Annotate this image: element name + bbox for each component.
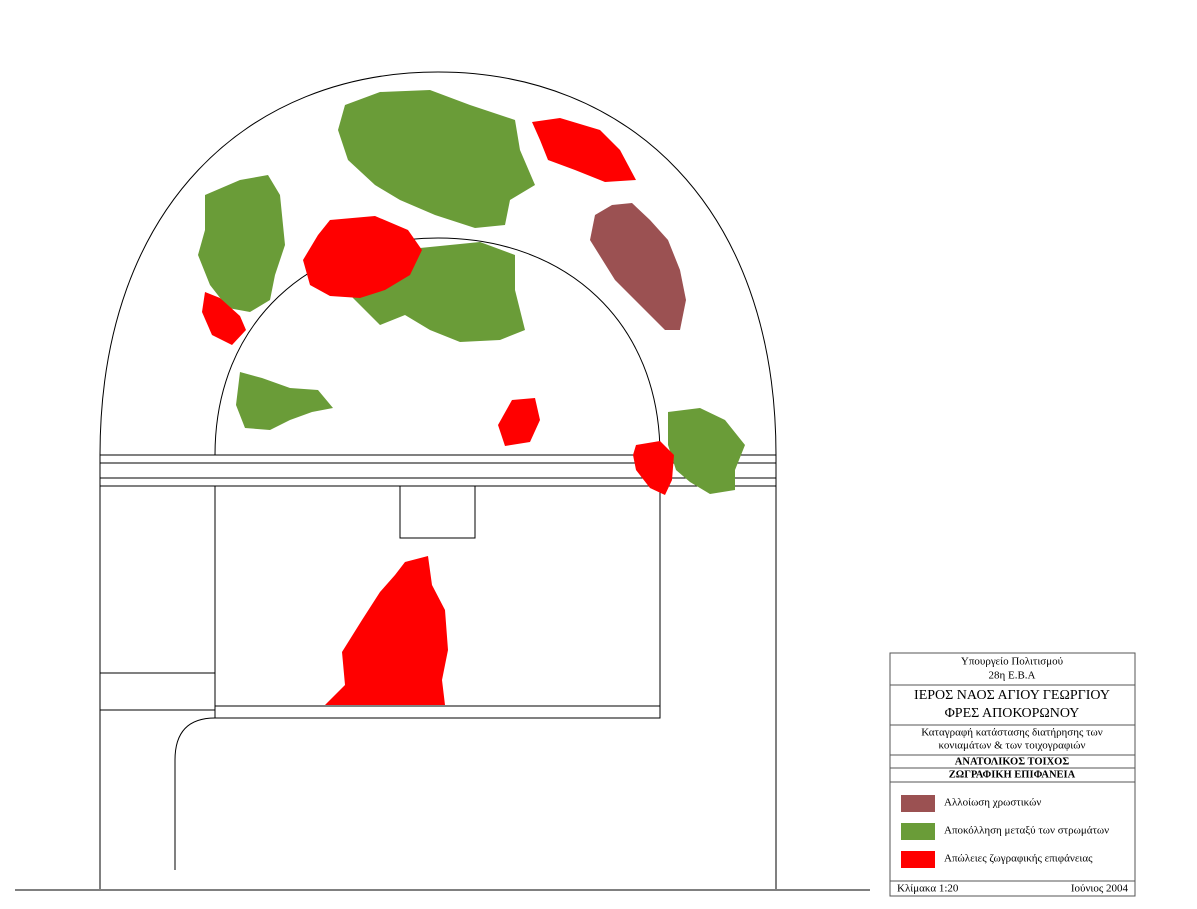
office: 28η Ε.Β.Α bbox=[988, 670, 1035, 682]
detachment-area bbox=[236, 372, 333, 430]
legend-label: Αλλοίωση χρωστικών bbox=[944, 797, 1041, 809]
loss-area bbox=[202, 292, 246, 345]
loss-area bbox=[633, 441, 674, 495]
legend-label: Απώλειες ζωγραφικής επιφάνειας bbox=[944, 853, 1093, 865]
loss-area bbox=[498, 398, 540, 446]
ministry: Υπουργείο Πολιτισμού bbox=[961, 656, 1064, 668]
title-block-frame bbox=[889, 652, 1136, 897]
title-block: Υπουργείο Πολιτισμού 28η Ε.Β.Α ΙΕΡΟΣ ΝΑΟ… bbox=[889, 652, 1136, 897]
outer-arch bbox=[99, 71, 777, 456]
loss-area bbox=[303, 216, 422, 298]
legend-swatch bbox=[901, 823, 935, 840]
legend-label: Αποκόλληση μεταξύ των στρωμάτων bbox=[944, 825, 1109, 837]
inner-arch bbox=[214, 237, 661, 456]
lower-arch bbox=[174, 717, 216, 870]
subject: Καταγραφή κατάστασης διατήρησης των bbox=[921, 727, 1103, 739]
wall-drawing bbox=[15, 71, 870, 891]
detachment-area bbox=[338, 90, 535, 228]
legend-swatch bbox=[901, 795, 935, 812]
detachment-area bbox=[198, 175, 285, 312]
date: Ιούνιος 2004 bbox=[1071, 883, 1129, 895]
subject: κονιαμάτων & των τοιχογραφιών bbox=[939, 740, 1086, 752]
pigment-alteration-area bbox=[590, 203, 686, 330]
panel-ledge bbox=[214, 705, 661, 719]
surface-name: ΖΩΓΡΑΦΙΚΗ ΕΠΙΦΑΝΕΙΑ bbox=[949, 769, 1076, 780]
damage-areas bbox=[198, 90, 745, 705]
detachment-area bbox=[668, 408, 745, 494]
niche bbox=[399, 485, 476, 539]
loss-area bbox=[532, 118, 636, 182]
scale: Κλίμακα 1:20 bbox=[897, 883, 959, 895]
legend-swatch bbox=[901, 851, 935, 868]
church-name: ΙΕΡΟΣ ΝΑΟΣ ΑΓΙΟΥ ΓΕΩΡΓΙΟΥ bbox=[914, 688, 1110, 703]
church-location: ΦΡΕΣ ΑΠΟΚΟΡΩΝΟΥ bbox=[945, 706, 1080, 721]
loss-area bbox=[325, 556, 448, 705]
wall-name: ΑΝΑΤΟΛΙΚΟΣ ΤΟΙΧΟΣ bbox=[955, 756, 1070, 767]
